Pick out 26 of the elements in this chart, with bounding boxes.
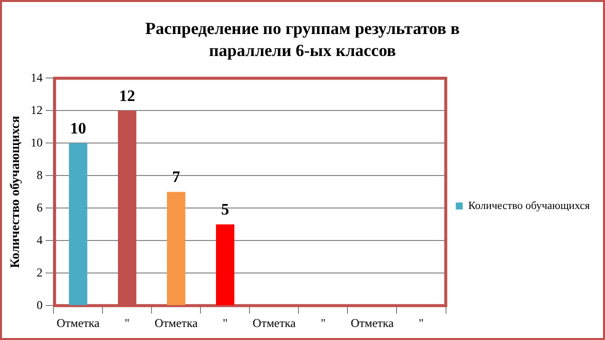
x-tick-label: " [320, 316, 326, 330]
x-tick-label: " [124, 316, 130, 330]
y-tick-label: 12 [30, 102, 43, 117]
y-tick-label: 2 [36, 265, 43, 280]
bar [166, 192, 186, 306]
data-label: 7 [172, 169, 180, 186]
data-label: 5 [221, 202, 230, 219]
y-tick-label: 4 [36, 232, 43, 247]
y-tick-label: 14 [30, 70, 43, 84]
bar [216, 224, 234, 306]
x-tick-label: " [418, 316, 424, 330]
y-tick-label: 10 [30, 135, 43, 150]
x-tick-label: Отметка [56, 316, 100, 330]
x-tick-label: Отметка [252, 316, 296, 330]
y-tick-label: 6 [36, 200, 43, 214]
y-tick-label: 0 [36, 298, 43, 312]
y-axis-title: Количество обучающихся [7, 116, 22, 268]
chart-title: Распределение по группам результатов в параллели 6-ых классов [144, 18, 461, 62]
bar [68, 143, 88, 306]
x-tick-label: Отметка [154, 316, 198, 330]
legend-label: Количество обучающихся [468, 200, 590, 212]
data-label: 12 [119, 88, 136, 105]
x-tick-label: " [222, 316, 228, 330]
x-tick-label: Отметка [350, 316, 394, 330]
data-label: 10 [70, 120, 86, 138]
y-tick-label: 8 [36, 168, 43, 182]
